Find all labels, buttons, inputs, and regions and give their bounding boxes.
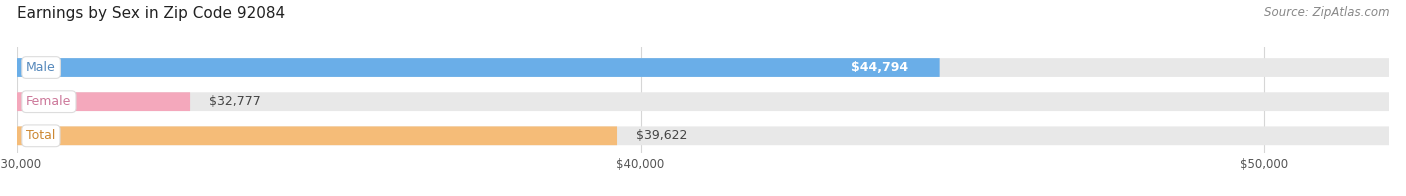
- Text: $39,622: $39,622: [636, 129, 688, 142]
- Text: $32,777: $32,777: [209, 95, 260, 108]
- Text: Female: Female: [27, 95, 72, 108]
- FancyBboxPatch shape: [17, 58, 939, 77]
- FancyBboxPatch shape: [17, 126, 1389, 145]
- FancyBboxPatch shape: [17, 126, 617, 145]
- Text: Earnings by Sex in Zip Code 92084: Earnings by Sex in Zip Code 92084: [17, 6, 285, 21]
- FancyBboxPatch shape: [17, 58, 1389, 77]
- Text: Male: Male: [27, 61, 56, 74]
- Text: Source: ZipAtlas.com: Source: ZipAtlas.com: [1264, 6, 1389, 19]
- FancyBboxPatch shape: [17, 92, 190, 111]
- Text: Total: Total: [27, 129, 56, 142]
- Text: $44,794: $44,794: [852, 61, 908, 74]
- FancyBboxPatch shape: [17, 92, 1389, 111]
